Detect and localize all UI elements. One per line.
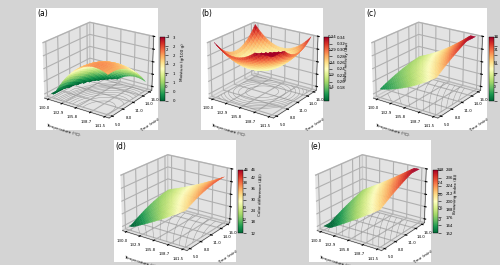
Text: (b): (b): [202, 9, 212, 18]
Y-axis label: Time (min): Time (min): [218, 249, 239, 265]
X-axis label: Temperature (°C): Temperature (°C): [210, 123, 245, 137]
Y-axis label: Time (min): Time (min): [140, 117, 161, 132]
X-axis label: Temperature (°C): Temperature (°C): [318, 255, 353, 265]
X-axis label: Temperature (°C): Temperature (°C): [46, 123, 80, 137]
Y-axis label: Time (min): Time (min): [468, 117, 490, 132]
Text: (e): (e): [310, 142, 320, 151]
X-axis label: Temperature (°C): Temperature (°C): [374, 123, 410, 137]
Y-axis label: Time (min): Time (min): [304, 117, 326, 132]
Text: (d): (d): [116, 142, 126, 151]
Text: (a): (a): [38, 9, 48, 18]
X-axis label: Temperature (°C): Temperature (°C): [124, 255, 158, 265]
Y-axis label: Time (min): Time (min): [412, 249, 434, 265]
Text: (c): (c): [366, 9, 376, 18]
